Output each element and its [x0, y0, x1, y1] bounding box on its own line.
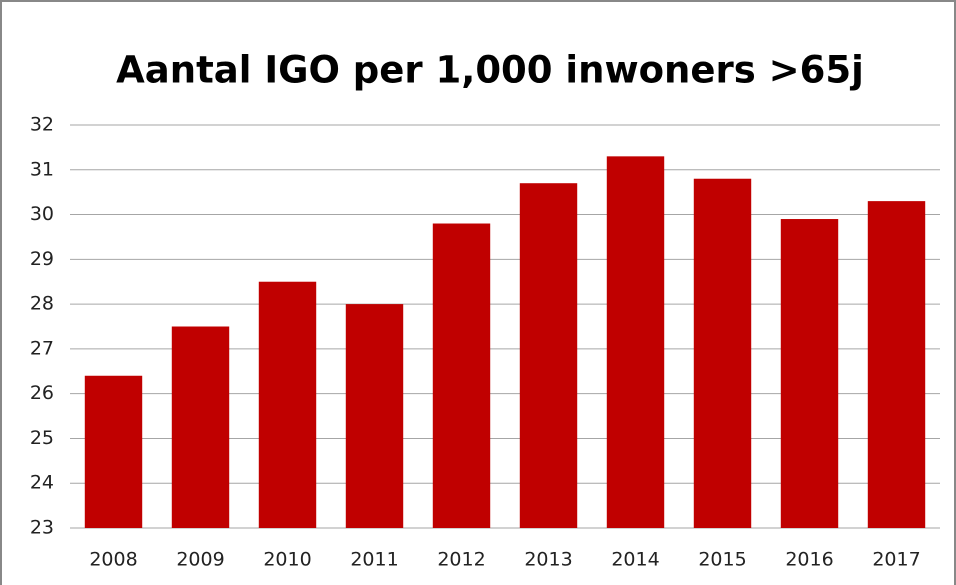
y-tick-label: 31: [30, 158, 54, 180]
x-tick-label: 2013: [524, 549, 572, 571]
x-tick-label: 2016: [785, 549, 833, 571]
bar: [432, 223, 491, 528]
x-tick-label: 2015: [698, 549, 746, 571]
bar: [780, 219, 839, 529]
y-tick-label: 23: [30, 517, 54, 539]
y-tick-label: 28: [30, 293, 54, 315]
x-tick-label: 2010: [263, 549, 311, 571]
x-tick-label: 2012: [437, 549, 485, 571]
y-tick-label: 29: [30, 248, 54, 270]
bar: [258, 281, 317, 528]
y-tick-label: 24: [30, 472, 54, 494]
bar: [606, 156, 665, 528]
bar: [693, 178, 752, 528]
bar: [84, 375, 143, 528]
bar: [867, 201, 926, 528]
bar: [519, 183, 578, 528]
bar: [345, 304, 404, 528]
y-tick-label: 32: [30, 114, 54, 136]
y-tick-label: 27: [30, 337, 54, 359]
x-tick-label: 2014: [611, 549, 659, 571]
bar: [171, 326, 230, 528]
x-tick-label: 2009: [176, 549, 224, 571]
x-tick-label: 2017: [872, 549, 920, 571]
y-tick-label: 25: [30, 427, 54, 449]
x-tick-label: 2011: [350, 549, 398, 571]
x-tick-label: 2008: [89, 549, 137, 571]
y-tick-label: 26: [30, 382, 54, 404]
chart-title: Aantal IGO per 1,000 inwoners >65j: [116, 49, 864, 92]
y-tick-label: 30: [30, 203, 54, 225]
